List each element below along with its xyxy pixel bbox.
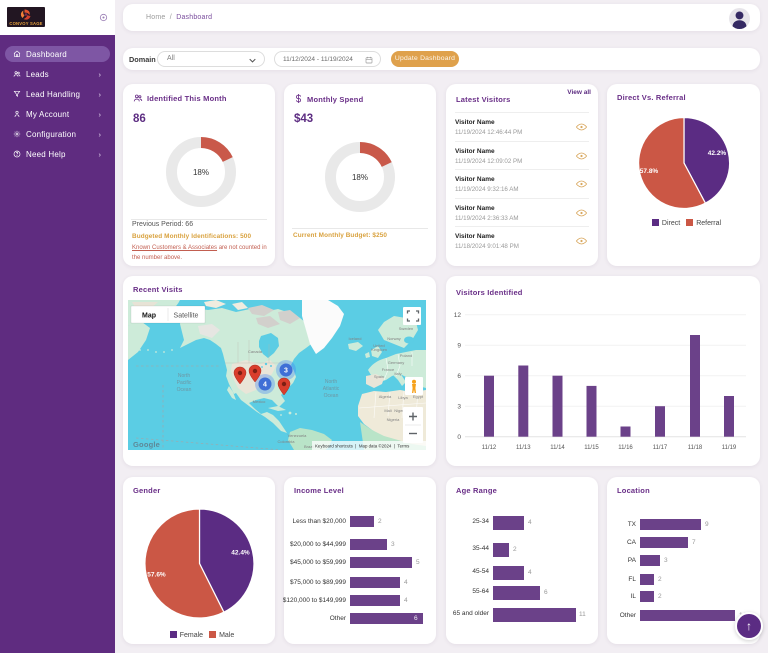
svg-text:Italy: Italy (394, 371, 401, 376)
svg-text:11/16: 11/16 (618, 445, 633, 451)
svg-text:Kingdom: Kingdom (371, 347, 387, 352)
svg-text:Mexico: Mexico (253, 399, 266, 404)
svg-text:Germany: Germany (388, 360, 404, 365)
svg-text:57.6%: 57.6% (147, 572, 166, 579)
svg-text:11/18: 11/18 (688, 445, 703, 451)
svg-text:Poland: Poland (400, 353, 412, 358)
svg-text:Egypt: Egypt (413, 394, 424, 399)
svg-text:North: North (178, 373, 190, 379)
svg-text:Venezuela: Venezuela (288, 433, 307, 438)
svg-text:Iceland: Iceland (349, 336, 362, 341)
svg-text:Satellite: Satellite (174, 313, 199, 320)
svg-text:9: 9 (457, 343, 461, 350)
svg-text:Atlantic: Atlantic (323, 386, 340, 392)
svg-text:Algeria: Algeria (379, 394, 392, 399)
svg-text:4: 4 (263, 382, 267, 389)
svg-text:Google: Google (133, 440, 160, 449)
svg-text:18%: 18% (193, 168, 209, 177)
svg-text:France: France (382, 367, 395, 372)
svg-text:57.8%: 57.8% (640, 168, 659, 175)
svg-text:Libya: Libya (398, 395, 408, 400)
svg-text:12: 12 (454, 312, 462, 319)
svg-text:Ocean: Ocean (177, 387, 192, 393)
svg-text:3: 3 (284, 368, 288, 375)
svg-text:Brazil: Brazil (304, 444, 314, 449)
svg-text:Ocean: Ocean (324, 393, 339, 399)
svg-text:42.4%: 42.4% (231, 550, 250, 557)
svg-text:Sweden: Sweden (399, 326, 413, 331)
svg-text:0: 0 (457, 434, 461, 441)
svg-text:18%: 18% (352, 173, 368, 182)
svg-text:11/13: 11/13 (516, 445, 531, 451)
svg-text:Spain: Spain (374, 374, 384, 379)
svg-text:11/14: 11/14 (550, 445, 565, 451)
svg-text:Mali: Mali (384, 408, 391, 413)
svg-text:Keyboard shortcuts | Map dat: Keyboard shortcuts | Map data ©2024 | Te… (315, 444, 410, 449)
svg-text:3: 3 (457, 404, 461, 411)
svg-text:6: 6 (457, 373, 461, 380)
svg-text:Canada: Canada (248, 349, 263, 354)
svg-text:Niger: Niger (394, 408, 404, 413)
svg-text:11/19: 11/19 (722, 445, 737, 451)
svg-text:United: United (373, 343, 385, 348)
svg-text:Norway: Norway (387, 336, 401, 341)
svg-text:Nigeria: Nigeria (387, 417, 400, 422)
svg-text:11/17: 11/17 (653, 445, 668, 451)
svg-text:Pacific: Pacific (177, 380, 192, 386)
svg-text:North: North (325, 379, 337, 385)
svg-text:Colombia: Colombia (278, 439, 296, 444)
svg-text:11/12: 11/12 (482, 445, 497, 451)
svg-text:11/15: 11/15 (584, 445, 599, 451)
svg-text:42.2%: 42.2% (708, 150, 727, 157)
svg-text:Map: Map (142, 313, 156, 320)
